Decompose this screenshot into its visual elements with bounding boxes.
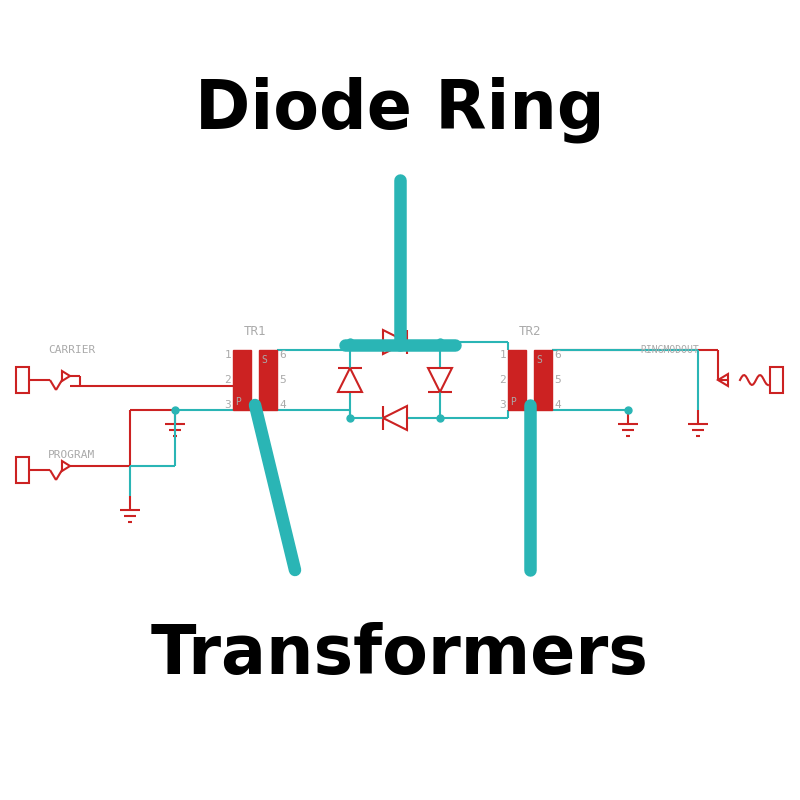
Bar [508,350,526,410]
Text: 5: 5 [279,375,286,385]
Text: CARRIER: CARRIER [48,345,95,355]
Text: 1: 1 [224,350,231,360]
Text: P: P [235,397,241,407]
Text: 3: 3 [224,400,231,410]
Text: Transformers: Transformers [151,622,649,688]
Text: 4: 4 [554,400,561,410]
Text: TR2: TR2 [518,325,542,338]
Text: 2: 2 [499,375,506,385]
Bar [534,350,552,410]
Text: RINGMODOUT: RINGMODOUT [640,345,698,355]
Bar [770,367,783,393]
Text: TR1: TR1 [244,325,266,338]
Text: 4: 4 [279,400,286,410]
Text: 6: 6 [279,350,286,360]
Bar [16,367,29,393]
Bar [16,457,29,483]
Text: PROGRAM: PROGRAM [48,450,95,460]
Text: Diode Ring: Diode Ring [195,77,605,143]
Text: S: S [261,355,267,365]
Text: P: P [510,397,516,407]
Bar [259,350,277,410]
Bar [233,350,251,410]
Text: 5: 5 [554,375,561,385]
Text: 3: 3 [499,400,506,410]
Text: 1: 1 [499,350,506,360]
Text: S: S [536,355,542,365]
Text: 6: 6 [554,350,561,360]
Text: 2: 2 [224,375,231,385]
